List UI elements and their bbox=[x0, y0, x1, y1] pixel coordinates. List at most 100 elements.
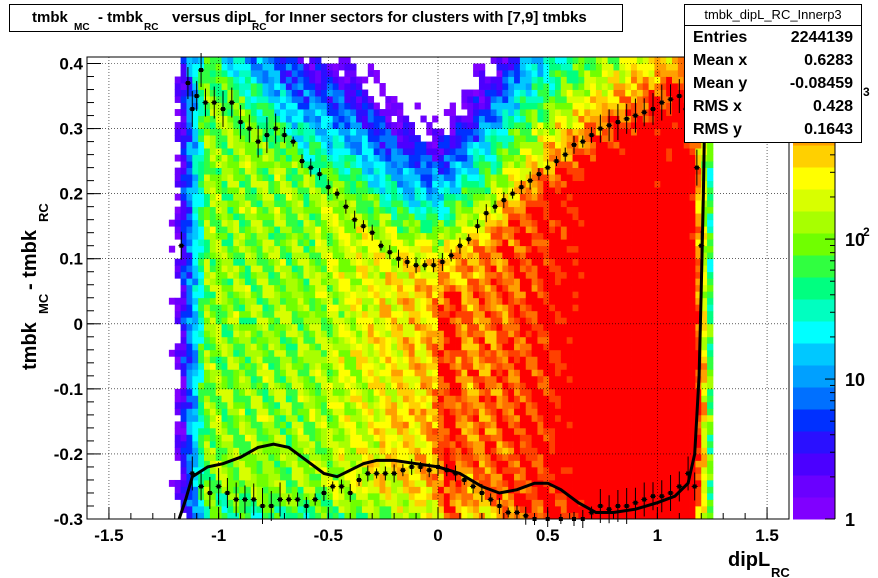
heatmap-cell bbox=[379, 317, 386, 325]
heatmap-cell bbox=[478, 161, 486, 169]
heatmap-cell bbox=[572, 135, 579, 142]
heatmap-cell bbox=[192, 89, 199, 97]
heatmap-cell bbox=[391, 421, 398, 429]
heatmap-cell bbox=[326, 440, 334, 448]
heatmap-cell bbox=[280, 362, 287, 370]
heatmap-cell bbox=[391, 122, 398, 129]
heatmap-cell bbox=[578, 336, 585, 344]
heatmap-cell bbox=[204, 356, 211, 364]
heatmap-cell bbox=[326, 213, 334, 221]
heatmap-cell bbox=[186, 180, 193, 188]
heatmap-cell bbox=[344, 167, 351, 175]
heatmap-cell bbox=[490, 473, 497, 481]
heatmap-cell bbox=[303, 122, 310, 129]
heatmap-cell bbox=[455, 271, 462, 279]
heatmap-cell bbox=[367, 180, 375, 188]
heatmap-cell bbox=[244, 102, 252, 110]
heatmap-cell bbox=[297, 122, 304, 129]
heatmap-cell bbox=[309, 297, 316, 305]
heatmap-cell bbox=[566, 206, 573, 214]
heatmap-cell bbox=[280, 291, 287, 299]
heatmap-cell bbox=[244, 187, 252, 195]
heatmap-cell bbox=[525, 148, 532, 156]
heatmap-cell bbox=[496, 466, 503, 474]
heatmap-cell bbox=[519, 486, 527, 494]
heatmap-cell bbox=[519, 304, 527, 312]
heatmap-cell bbox=[443, 297, 451, 305]
heatmap-cell bbox=[408, 349, 415, 357]
heatmap-cell bbox=[303, 180, 310, 188]
heatmap-cell bbox=[204, 323, 211, 331]
heatmap-cell bbox=[385, 278, 392, 286]
heatmap-cell bbox=[595, 96, 603, 103]
heatmap-cell bbox=[578, 135, 585, 142]
heatmap-cell bbox=[414, 388, 421, 396]
heatmap-cell bbox=[525, 362, 532, 370]
heatmap-cell bbox=[221, 258, 228, 266]
heatmap-cell bbox=[174, 427, 181, 435]
heatmap-cell bbox=[221, 109, 228, 116]
heatmap-cell bbox=[361, 408, 369, 416]
heatmap-cell bbox=[514, 395, 521, 403]
heatmap-cell bbox=[590, 395, 597, 403]
heatmap-cell bbox=[525, 76, 532, 84]
heatmap-cell bbox=[338, 473, 345, 481]
heatmap-cell bbox=[443, 492, 451, 500]
heatmap-cell bbox=[514, 401, 521, 409]
heatmap-cell bbox=[543, 375, 550, 383]
heatmap-cell bbox=[356, 369, 363, 377]
heatmap-cell bbox=[560, 460, 568, 468]
heatmap-cell bbox=[256, 213, 263, 221]
heatmap-cell bbox=[519, 408, 527, 416]
heatmap-cell bbox=[502, 382, 509, 390]
heatmap-cell bbox=[209, 187, 217, 195]
heatmap-cell bbox=[280, 343, 287, 351]
heatmap-cell bbox=[478, 122, 486, 129]
heatmap-cell bbox=[531, 388, 538, 396]
heatmap-cell bbox=[227, 148, 234, 156]
heatmap-cell bbox=[443, 317, 451, 325]
heatmap-cell bbox=[414, 310, 421, 318]
heatmap-cell bbox=[367, 167, 375, 175]
heatmap-cell bbox=[321, 375, 328, 383]
heatmap-cell bbox=[397, 102, 404, 110]
heatmap-cell bbox=[525, 115, 532, 123]
heatmap-cell bbox=[250, 63, 258, 71]
heatmap-cell bbox=[274, 252, 281, 260]
heatmap-cell bbox=[361, 421, 369, 429]
heatmap-cell bbox=[537, 122, 544, 129]
heatmap-cell bbox=[221, 434, 228, 442]
heatmap-cell bbox=[502, 505, 509, 513]
heatmap-cell bbox=[578, 382, 585, 390]
heatmap-cell bbox=[174, 395, 181, 403]
heatmap-cell bbox=[438, 505, 445, 513]
heatmap-cell bbox=[543, 174, 550, 182]
heatmap-cell bbox=[350, 369, 357, 377]
heatmap-cell bbox=[315, 460, 322, 468]
heatmap-cell bbox=[566, 421, 573, 429]
heatmap-cell bbox=[332, 109, 339, 116]
heatmap-cell bbox=[549, 128, 556, 136]
heatmap-cell bbox=[590, 382, 597, 390]
heatmap-cell bbox=[514, 291, 521, 299]
heatmap-cell bbox=[461, 317, 468, 325]
heatmap-cell bbox=[391, 154, 398, 162]
heatmap-cell bbox=[227, 200, 234, 208]
heatmap-cell bbox=[356, 343, 363, 351]
heatmap-cell bbox=[321, 284, 328, 292]
heatmap-cell bbox=[221, 427, 228, 435]
heatmap-cell bbox=[361, 200, 369, 208]
heatmap-cell bbox=[414, 434, 421, 442]
heatmap-cell bbox=[291, 96, 298, 103]
heatmap-cell bbox=[543, 213, 550, 221]
heatmap-cell bbox=[350, 408, 357, 416]
heatmap-cell bbox=[572, 499, 579, 507]
heatmap-cell bbox=[356, 271, 363, 279]
heatmap-cell bbox=[192, 83, 199, 90]
heatmap-cell bbox=[549, 174, 556, 182]
heatmap-cell bbox=[566, 193, 573, 201]
heatmap-cell bbox=[192, 310, 199, 318]
heatmap-cell bbox=[274, 408, 281, 416]
heatmap-cell bbox=[467, 388, 474, 396]
heatmap-cell bbox=[595, 486, 603, 494]
